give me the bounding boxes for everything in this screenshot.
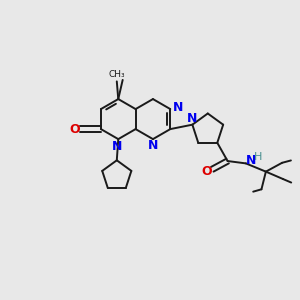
Text: CH₃: CH₃ <box>109 70 125 80</box>
Text: O: O <box>70 123 80 136</box>
Text: N: N <box>246 154 256 167</box>
Text: H: H <box>254 152 262 162</box>
Text: N: N <box>172 101 183 114</box>
Text: N: N <box>148 139 158 152</box>
Text: N: N <box>112 140 122 153</box>
Text: O: O <box>202 165 212 178</box>
Text: N: N <box>187 112 198 125</box>
